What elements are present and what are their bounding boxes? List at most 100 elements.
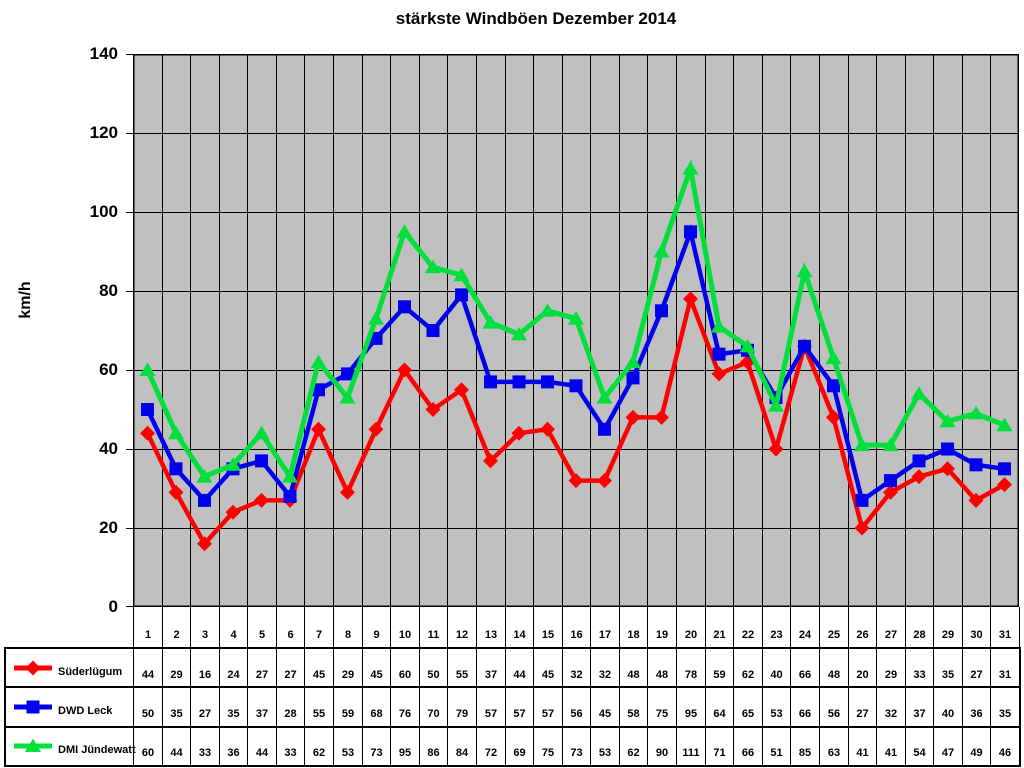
- value-cell: 24: [219, 649, 247, 687]
- legend-cell-dmi-juendewatt: DMI Jündewatt: [6, 728, 136, 765]
- value-cell: 28: [276, 688, 304, 726]
- y-tick-label: 80: [99, 281, 118, 300]
- value-cell: 49: [962, 727, 990, 765]
- value-cell: 37: [247, 688, 276, 726]
- value-cell: 64: [705, 688, 733, 726]
- y-tick-label: 60: [99, 360, 118, 379]
- value-cell: 53: [762, 688, 790, 726]
- value-cell: 32: [876, 688, 905, 726]
- value-cell: 33: [905, 649, 933, 687]
- value-cell: 31: [990, 649, 1019, 687]
- value-cell: 86: [419, 727, 447, 765]
- day-label: 25: [819, 607, 848, 647]
- value-cell: 44: [133, 649, 162, 687]
- value-cell: 35: [990, 688, 1019, 726]
- legend-cell-suederluegum: Süderlügum: [6, 649, 133, 686]
- value-cell: 45: [304, 649, 333, 687]
- y-tick-label: 0: [108, 597, 118, 616]
- day-label: 22: [733, 607, 762, 647]
- day-label: 3: [190, 607, 219, 647]
- value-cell: 95: [676, 688, 705, 726]
- value-cell: 73: [562, 727, 590, 765]
- y-tick-label: 100: [89, 202, 118, 221]
- value-cell: 48: [819, 649, 848, 687]
- value-cell: 60: [133, 727, 162, 765]
- table-values-row: 44 29 16 24 27 27 45 29 45 60 50 55 37 44 45 32 32 48 48 78…: [6, 649, 1019, 687]
- day-label: 19: [647, 607, 676, 647]
- value-cell: 44: [505, 649, 533, 687]
- table-values-row: 60 44 33 36 44 33 62 53 73 95 86 84 72 69 75 73 53 62 90 11…: [6, 727, 1019, 765]
- value-cell: 53: [333, 727, 362, 765]
- value-cell: 51: [762, 727, 790, 765]
- day-header-right-border: [1019, 607, 1020, 647]
- line-chart-plot: [126, 54, 1019, 607]
- value-cell: 75: [533, 727, 562, 765]
- value-cell: 78: [676, 649, 705, 687]
- day-label: 14: [505, 607, 533, 647]
- value-cell: 85: [790, 727, 819, 765]
- legend-cell-dwd-leck: DWD Leck: [6, 688, 133, 725]
- series-name: DWD Leck: [58, 704, 113, 717]
- value-cell: 35: [162, 688, 190, 726]
- day-label: 18: [619, 607, 647, 647]
- value-cell: 72: [476, 727, 505, 765]
- day-label: 13: [476, 607, 505, 647]
- y-tick-label: 120: [89, 123, 118, 142]
- value-cell: 71: [705, 727, 733, 765]
- value-cell: 57: [505, 688, 533, 726]
- value-cell: 60: [390, 649, 419, 687]
- y-tick-label: 140: [89, 44, 118, 63]
- value-cell: 27: [190, 688, 219, 726]
- value-cell: 68: [362, 688, 390, 726]
- day-label: 12: [447, 607, 476, 647]
- value-cell: 66: [733, 727, 762, 765]
- chart-title: stärkste Windböen Dezember 2014: [395, 9, 677, 28]
- value-cell: 27: [962, 649, 990, 687]
- value-cell: 35: [933, 649, 962, 687]
- day-label: 17: [590, 607, 619, 647]
- day-label: 27: [876, 607, 905, 647]
- day-label: 8: [333, 607, 362, 647]
- value-cell: 48: [647, 649, 676, 687]
- legend-marker-triangle-icon: [14, 738, 52, 753]
- value-cell: 62: [619, 727, 647, 765]
- value-cell: 84: [447, 727, 476, 765]
- series-name: DMI Jündewatt: [58, 744, 136, 757]
- value-cell: 54: [905, 727, 933, 765]
- day-label: 31: [990, 607, 1019, 647]
- day-label: 24: [790, 607, 819, 647]
- value-cell: 70: [419, 688, 447, 726]
- value-cell: 36: [962, 688, 990, 726]
- value-cell: 45: [533, 649, 562, 687]
- value-cell: 90: [647, 727, 676, 765]
- value-cell: 69: [505, 727, 533, 765]
- value-cell: 46: [990, 727, 1019, 765]
- value-cell: 50: [133, 688, 162, 726]
- day-label: 6: [276, 607, 304, 647]
- value-cell: 16: [190, 649, 219, 687]
- value-cell: 76: [390, 688, 419, 726]
- value-cell: 35: [219, 688, 247, 726]
- value-cell: 45: [590, 688, 619, 726]
- value-cell: 50: [419, 649, 447, 687]
- value-cell: 44: [162, 727, 190, 765]
- day-label: 28: [905, 607, 933, 647]
- value-cell: 62: [304, 727, 333, 765]
- value-cell: 33: [190, 727, 219, 765]
- value-cell: 56: [562, 688, 590, 726]
- day-label: 16: [562, 607, 590, 647]
- value-cell: 59: [333, 688, 362, 726]
- series-name: Süderlügum: [58, 665, 123, 678]
- day-label: 4: [219, 607, 247, 647]
- value-cell: 48: [619, 649, 647, 687]
- value-cell: 29: [876, 649, 905, 687]
- value-cell: 41: [876, 727, 905, 765]
- value-cell: 57: [533, 688, 562, 726]
- value-cell: 66: [790, 688, 819, 726]
- value-cell: 36: [219, 727, 247, 765]
- value-cell: 45: [362, 649, 390, 687]
- value-cell: 27: [848, 688, 876, 726]
- value-cell: 40: [762, 649, 790, 687]
- value-cell: 111: [676, 727, 705, 765]
